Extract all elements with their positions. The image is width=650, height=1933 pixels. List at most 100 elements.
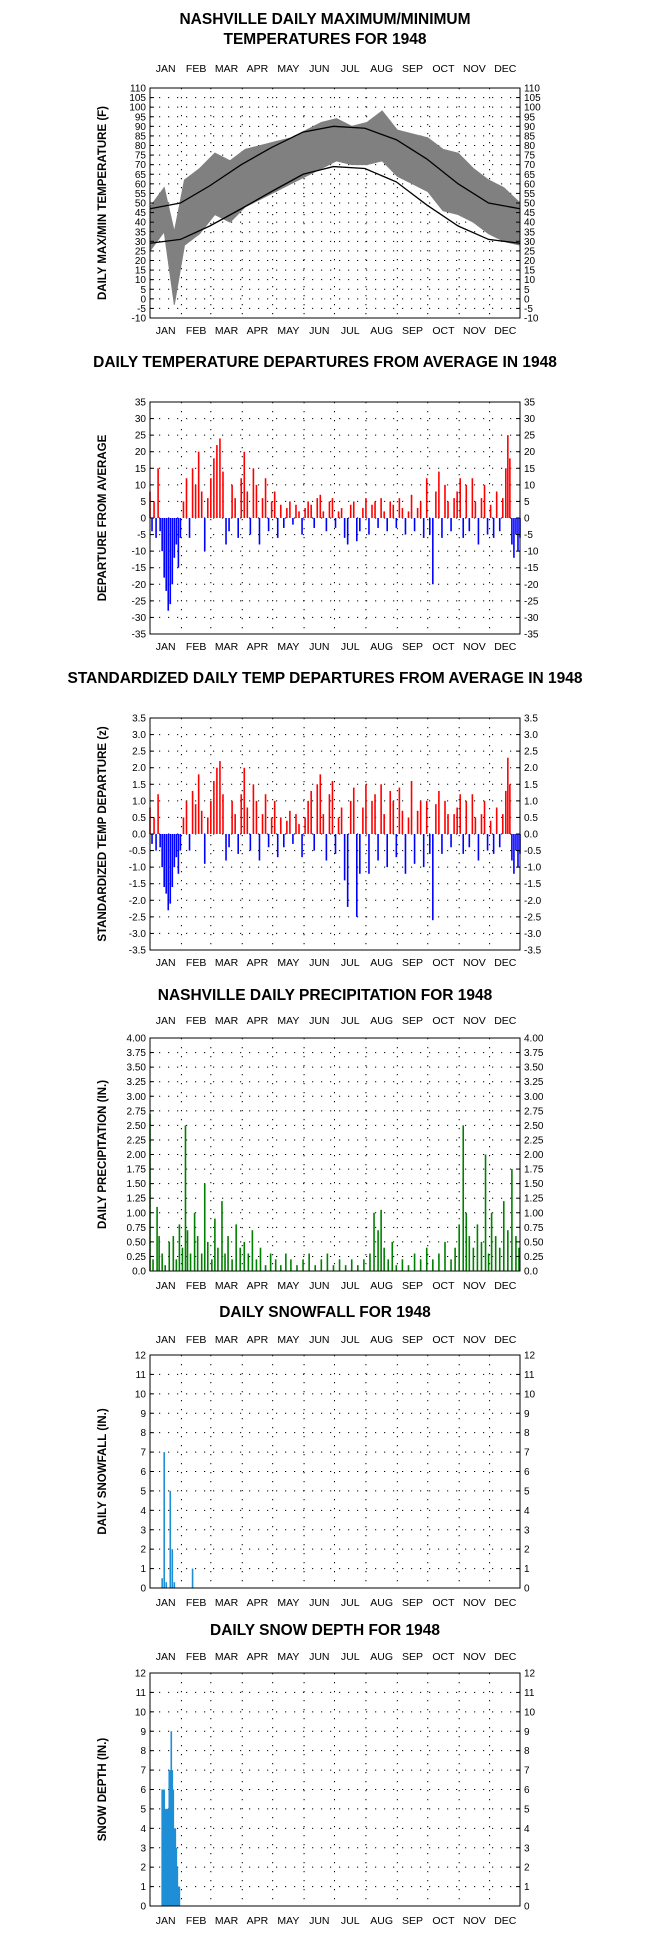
month-label: APR	[247, 1015, 269, 1027]
y-tick-label: 0	[140, 514, 146, 525]
y-tick-label: -15	[132, 563, 147, 574]
month-label: JUN	[309, 63, 329, 75]
y-tick-label: 55	[524, 189, 536, 200]
month-label: JUL	[341, 1280, 360, 1292]
y-tick-label: 11	[524, 1688, 535, 1699]
y-tick-label: 1.5	[524, 780, 538, 791]
y-tick-label: 3.00	[524, 1092, 544, 1103]
month-label: JUN	[309, 1915, 329, 1927]
y-axis-label: DAILY SNOWFALL (IN.)	[97, 1408, 109, 1534]
month-label: JUN	[309, 1280, 329, 1292]
month-label: JUN	[309, 1597, 329, 1609]
y-tick-label: -3.0	[524, 929, 542, 940]
y-tick-label: 2.50	[127, 1121, 147, 1132]
y-tick-label: 95	[135, 112, 147, 123]
month-label: DEC	[494, 1651, 517, 1663]
y-tick-label: -1.0	[524, 863, 542, 874]
month-label: APR	[247, 1280, 269, 1292]
y-tick-label: 5	[524, 1486, 530, 1497]
month-label: AUG	[370, 641, 393, 653]
month-label: JUL	[341, 1015, 360, 1027]
y-tick-label: 15	[524, 266, 536, 277]
month-label: APR	[247, 641, 269, 653]
month-label: NOV	[463, 1651, 486, 1663]
y-tick-label: -5	[524, 530, 533, 541]
month-label: FEB	[186, 957, 206, 969]
month-label: OCT	[432, 63, 455, 75]
month-label: JUL	[341, 641, 360, 653]
y-tick-label: 1.50	[524, 1179, 544, 1190]
chart-title: DAILY SNOW DEPTH FOR 1948	[210, 1622, 440, 1639]
y-tick-label: 110	[130, 84, 146, 95]
y-tick-label: 2.5	[132, 747, 146, 758]
month-label: AUG	[370, 1015, 393, 1027]
month-label: DEC	[494, 1280, 517, 1292]
y-tick-label: 9	[524, 1727, 530, 1738]
month-label: MAR	[215, 63, 239, 75]
month-label: FEB	[186, 641, 206, 653]
y-tick-label: 0.50	[127, 1237, 147, 1248]
month-label: FEB	[186, 1334, 206, 1346]
month-label: AUG	[370, 1280, 393, 1292]
y-tick-label: 85	[135, 131, 147, 142]
y-tick-label: 0.0	[132, 1267, 146, 1278]
y-tick-label: 0	[524, 1902, 530, 1913]
y-tick-label: 9	[524, 1409, 530, 1420]
y-tick-label: 7	[524, 1766, 530, 1777]
bars	[149, 757, 521, 921]
y-tick-label: 9	[140, 1727, 146, 1738]
y-tick-label: 0.50	[524, 1237, 544, 1248]
y-tick-label: 1.00	[524, 1208, 544, 1219]
y-tick-label: 7	[524, 1448, 530, 1459]
month-label: DEC	[494, 1015, 517, 1027]
chart-2: DAILY TEMPERATURE DEPARTURES FROM AVERAG…	[93, 354, 557, 653]
month-label: MAR	[215, 1280, 239, 1292]
y-tick-label: 1	[524, 1564, 530, 1575]
month-label: NOV	[463, 1597, 486, 1609]
month-label: MAR	[215, 1597, 239, 1609]
y-tick-label: -30	[132, 613, 147, 624]
y-tick-label: 3.50	[127, 1063, 147, 1074]
y-tick-label: 65	[135, 170, 147, 181]
month-label: SEP	[402, 1334, 423, 1346]
y-tick-label: 10	[524, 480, 536, 491]
y-tick-label: 0	[140, 1584, 146, 1595]
y-tick-label: 3	[524, 1525, 530, 1536]
chart-title: NASHVILLE DAILY MAXIMUM/MINIMUM	[179, 11, 470, 28]
y-tick-label: 2.50	[524, 1121, 544, 1132]
y-tick-label: 0.25	[127, 1252, 147, 1263]
plot-frame	[149, 1672, 521, 1907]
y-tick-label: 10	[135, 1389, 147, 1400]
y-tick-label: 110	[524, 84, 540, 95]
y-tick-label: -10	[132, 314, 147, 325]
y-tick-label: 8	[140, 1746, 146, 1757]
month-label: MAY	[277, 1015, 299, 1027]
month-label: MAY	[277, 957, 299, 969]
y-tick-label: 6	[140, 1785, 146, 1796]
y-tick-label: -15	[524, 563, 539, 574]
y-tick-label: 3.0	[132, 730, 146, 741]
y-tick-label: 5	[140, 1804, 146, 1815]
grid	[150, 1355, 520, 1588]
month-label: JUL	[341, 1651, 360, 1663]
y-tick-label: -0.5	[524, 846, 542, 857]
chart-title: TEMPERATURES FOR 1948	[224, 31, 427, 48]
y-tick-label: 0.5	[132, 813, 146, 824]
y-tick-label: 25	[524, 431, 536, 442]
y-tick-label: 2.00	[127, 1150, 147, 1161]
y-tick-label: 50	[524, 199, 536, 210]
month-label: JUL	[341, 957, 360, 969]
bars	[161, 1731, 181, 1906]
y-tick-label: 1.0	[132, 796, 146, 807]
month-label: APR	[247, 1915, 269, 1927]
y-tick-label: 4	[524, 1824, 530, 1835]
month-label: FEB	[186, 63, 206, 75]
y-tick-label: 1.50	[127, 1179, 147, 1190]
month-label: AUG	[370, 957, 393, 969]
month-label: MAY	[277, 1597, 299, 1609]
month-label: APR	[247, 63, 269, 75]
chart-title: DAILY SNOWFALL FOR 1948	[219, 1304, 431, 1321]
month-label: SEP	[402, 63, 423, 75]
